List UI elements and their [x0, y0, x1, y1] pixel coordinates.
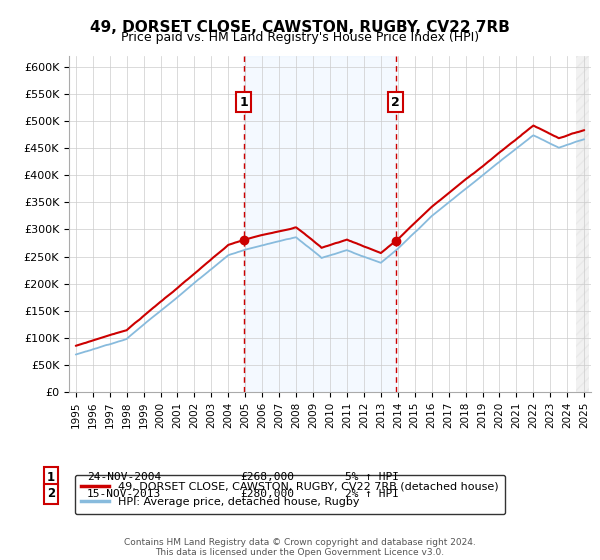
- Text: 2: 2: [47, 487, 55, 501]
- Legend: 49, DORSET CLOSE, CAWSTON, RUGBY, CV22 7RB (detached house), HPI: Average price,: 49, DORSET CLOSE, CAWSTON, RUGBY, CV22 7…: [74, 475, 505, 514]
- Text: 5% ↑ HPI: 5% ↑ HPI: [345, 472, 399, 482]
- Text: 1: 1: [47, 470, 55, 484]
- Text: 15-NOV-2013: 15-NOV-2013: [87, 489, 161, 499]
- Text: 2% ↑ HPI: 2% ↑ HPI: [345, 489, 399, 499]
- Bar: [244, 56, 396, 392]
- Text: £268,000: £268,000: [240, 472, 294, 482]
- Text: Price paid vs. HM Land Registry's House Price Index (HPI): Price paid vs. HM Land Registry's House …: [121, 31, 479, 44]
- Text: Contains HM Land Registry data © Crown copyright and database right 2024.
This d: Contains HM Land Registry data © Crown c…: [124, 538, 476, 557]
- Bar: [576, 56, 589, 392]
- Text: 24-NOV-2004: 24-NOV-2004: [87, 472, 161, 482]
- Text: 49, DORSET CLOSE, CAWSTON, RUGBY, CV22 7RB: 49, DORSET CLOSE, CAWSTON, RUGBY, CV22 7…: [90, 20, 510, 35]
- Text: 1: 1: [239, 96, 248, 109]
- Text: 2: 2: [391, 96, 400, 109]
- Text: £280,000: £280,000: [240, 489, 294, 499]
